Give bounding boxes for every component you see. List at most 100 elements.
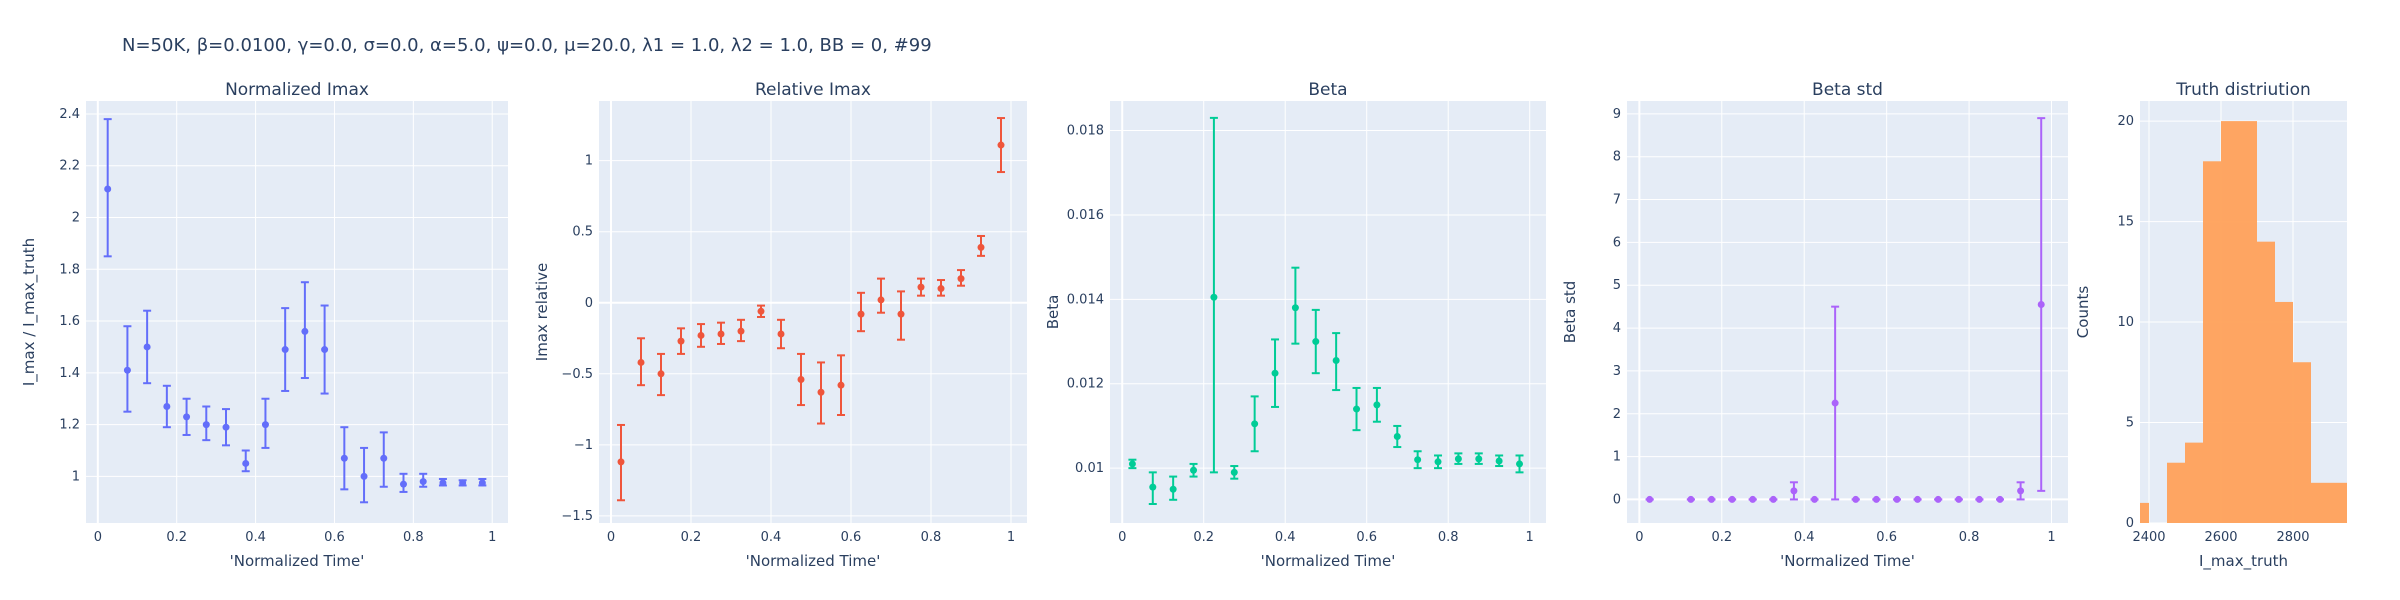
x-tick-label: 0.8 (403, 530, 424, 545)
data-point (459, 479, 467, 487)
y-tick-label: 1 (72, 469, 80, 484)
chart-panel-4: 0 1 2 3 4 5 6 7 8 9 0 0.2 0.4 0.6 0.8 1 Beta std 'Normali… (1561, 80, 2068, 570)
data-point (321, 346, 329, 354)
data-point (1393, 432, 1401, 440)
x-tick-label: 0.4 (1275, 530, 1296, 545)
y-tick-label: 7 (1613, 193, 1621, 208)
data-point (697, 331, 705, 339)
data-point (777, 330, 785, 338)
y-tick-label: 0.01 (1075, 461, 1104, 476)
x-tick-label: 0.2 (681, 530, 702, 545)
y-axis-title: I_max / I_max_truth (20, 238, 39, 386)
data-point (478, 479, 486, 487)
data-point (123, 366, 131, 374)
histogram-bar (2167, 462, 2185, 523)
x-tick-label: 0 (607, 530, 615, 545)
x-tick-label: 0 (1118, 530, 1126, 545)
y-tick-label: 1.2 (59, 418, 80, 433)
x-axis-title: I_max_truth (2199, 552, 2288, 571)
data-point (1934, 495, 1942, 503)
x-tick-label: 0.4 (245, 530, 266, 545)
data-point (104, 185, 112, 193)
y-tick-label: 2 (1613, 407, 1621, 422)
panel-title: Beta (1308, 80, 1347, 100)
data-point (937, 285, 945, 293)
data-point (222, 423, 230, 431)
x-axis-title: 'Normalized Time' (1261, 552, 1396, 570)
y-tick-label: 2.2 (59, 159, 80, 174)
data-point (143, 343, 151, 351)
data-point (1769, 495, 1777, 503)
x-tick-label: 1 (1007, 530, 1015, 545)
histogram-bar (2203, 161, 2221, 524)
x-tick-label: 0.4 (1794, 530, 1815, 545)
data-point (657, 370, 665, 378)
data-point (1852, 495, 1860, 503)
data-point (797, 375, 805, 383)
data-point (877, 296, 885, 304)
x-axis-title: 'Normalized Time' (1780, 552, 1915, 570)
y-tick-label: 2.4 (59, 107, 80, 122)
data-point (1955, 495, 1963, 503)
data-point (1149, 483, 1157, 491)
y-tick-label: 6 (1613, 235, 1621, 250)
y-tick-label: 8 (1613, 150, 1621, 165)
data-point (301, 327, 309, 335)
y-tick-label: 0 (1613, 492, 1621, 507)
x-tick-label: 0.8 (1959, 530, 1980, 545)
y-tick-label: 0.014 (1067, 292, 1104, 307)
data-point (1516, 460, 1524, 468)
x-tick-label: 2400 (2132, 530, 2165, 545)
data-point (717, 330, 725, 338)
y-tick-label: 5 (1613, 278, 1621, 293)
data-point (857, 310, 865, 318)
panel-title: Beta std (1812, 80, 1883, 100)
y-tick-label: 0 (2126, 516, 2134, 531)
x-axis-title: 'Normalized Time' (230, 552, 365, 570)
x-tick-label: 0.6 (1876, 530, 1897, 545)
histogram-bar (2257, 241, 2275, 523)
data-point (340, 454, 348, 462)
data-point (977, 243, 985, 251)
data-point (2017, 487, 2025, 495)
x-tick-label: 0.6 (1356, 530, 1377, 545)
y-tick-label: 0.012 (1067, 377, 1104, 392)
histogram-bar (2293, 362, 2311, 523)
x-axis-title: 'Normalized Time' (746, 552, 881, 570)
data-point (897, 310, 905, 318)
data-point (1312, 338, 1320, 346)
data-point (261, 421, 269, 429)
data-point (1169, 485, 1177, 493)
data-point (1230, 468, 1238, 476)
x-tick-label: 2800 (2276, 530, 2309, 545)
y-tick-label: 1.8 (59, 262, 80, 277)
data-point (617, 458, 625, 466)
chart-panel-2: −1.5 −1 −0.5 0 0.5 1 0 0.2 0.4 0.6 0.8 1 Relative Im… (533, 80, 1027, 570)
data-point (1831, 399, 1839, 407)
data-point (1872, 495, 1880, 503)
y-tick-label: −1.5 (561, 509, 593, 524)
data-point (1454, 455, 1462, 463)
x-tick-label: 0.8 (1438, 530, 1459, 545)
histogram-bar (2140, 502, 2149, 523)
y-tick-label: 4 (1613, 321, 1621, 336)
data-point (837, 381, 845, 389)
data-point (817, 388, 825, 396)
data-point (1332, 357, 1340, 365)
y-tick-label: 5 (2126, 416, 2134, 431)
data-point (637, 358, 645, 366)
x-tick-label: 0.6 (324, 530, 345, 545)
data-point (202, 421, 210, 429)
y-tick-label: −1 (574, 438, 593, 453)
x-tick-label: 0.2 (1711, 530, 1732, 545)
data-point (1353, 405, 1361, 413)
x-tick-label: 1 (1526, 530, 1534, 545)
data-point (1975, 495, 1983, 503)
histogram-bar (2311, 482, 2347, 523)
plot-area (599, 101, 1027, 523)
x-tick-label: 2600 (2204, 530, 2237, 545)
panel-title: Truth distriution (2175, 80, 2311, 100)
y-tick-label: 1.6 (59, 314, 80, 329)
y-tick-label: 15 (2117, 215, 2134, 230)
